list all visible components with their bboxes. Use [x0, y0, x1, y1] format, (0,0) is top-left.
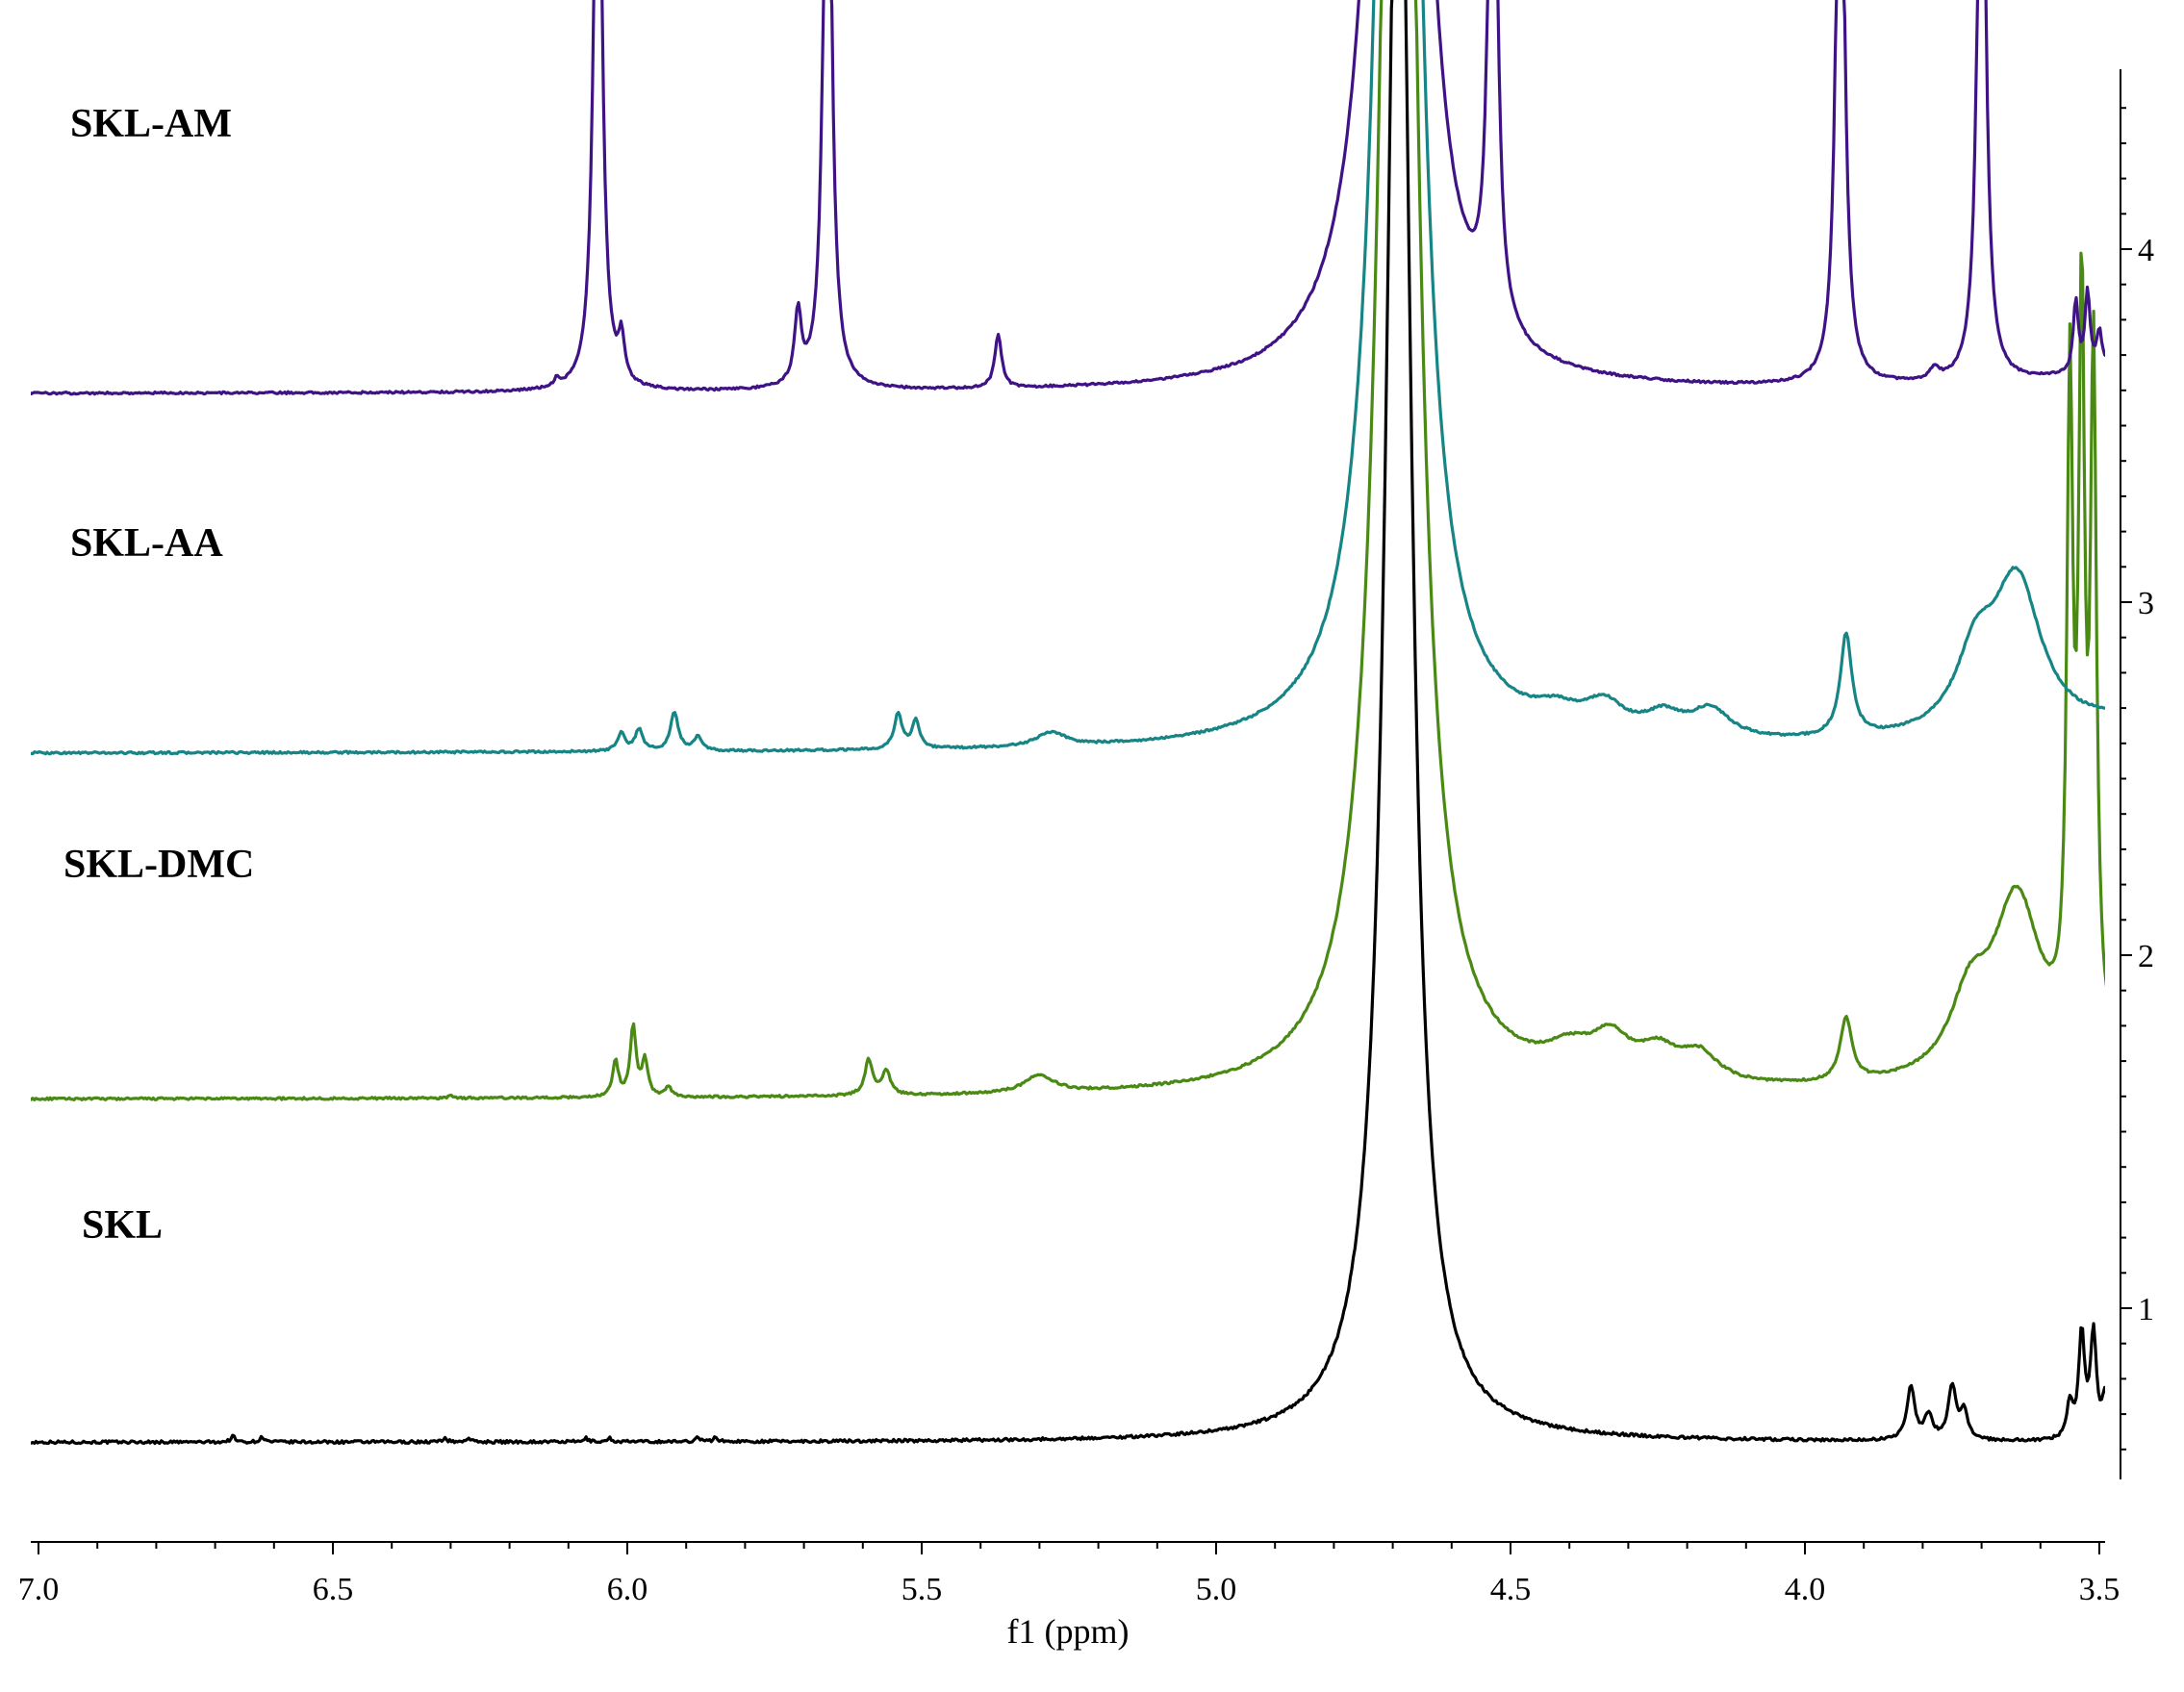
x-tick-label: 5.0	[1196, 1572, 1237, 1607]
series-label-skl: SKL	[82, 1203, 163, 1248]
x-tick-layer: 7.06.56.05.55.04.54.03.53.02.52.01.51.00…	[18, 1542, 2121, 1607]
x-tick-label: 6.5	[313, 1572, 354, 1607]
y-tick-label: 4	[2138, 233, 2154, 268]
x-tick-label: 5.5	[902, 1572, 943, 1607]
spectrum-line-skl	[31, 0, 2105, 1446]
y-axis: 1 2 3 4	[2120, 69, 2154, 1479]
series-label-skl-dmc: SKL-DMC	[63, 843, 254, 887]
y-tick-label: 2	[2138, 939, 2154, 974]
x-tick-label: 4.0	[1785, 1572, 1826, 1607]
y-tick-label: 3	[2138, 586, 2154, 621]
spectra-layer	[31, 0, 2105, 1446]
y-tick-label: 1	[2138, 1292, 2154, 1327]
series-label-skl-aa: SKL-AA	[70, 521, 223, 566]
series-label-layer: SKL SKL-DMC SKL-AA SKL-AM	[63, 102, 254, 1248]
y-tick-layer: 1 2 3 4	[2121, 107, 2154, 1451]
x-tick-label: 3.5	[2079, 1572, 2121, 1607]
x-axis: 7.06.56.05.55.04.54.03.53.02.52.01.51.00…	[18, 1541, 2121, 1651]
spectrum-line-skl-am	[31, 0, 2105, 396]
spectrum-line-skl-dmc	[31, 0, 2105, 1102]
x-tick-label: 7.0	[18, 1572, 60, 1607]
spectrum-line-skl-aa	[31, 0, 2105, 756]
series-label-skl-am: SKL-AM	[70, 102, 232, 146]
x-tick-label: 4.5	[1490, 1572, 1532, 1607]
x-axis-title: f1 (ppm)	[1007, 1612, 1130, 1651]
x-tick-label: 6.0	[607, 1572, 648, 1607]
